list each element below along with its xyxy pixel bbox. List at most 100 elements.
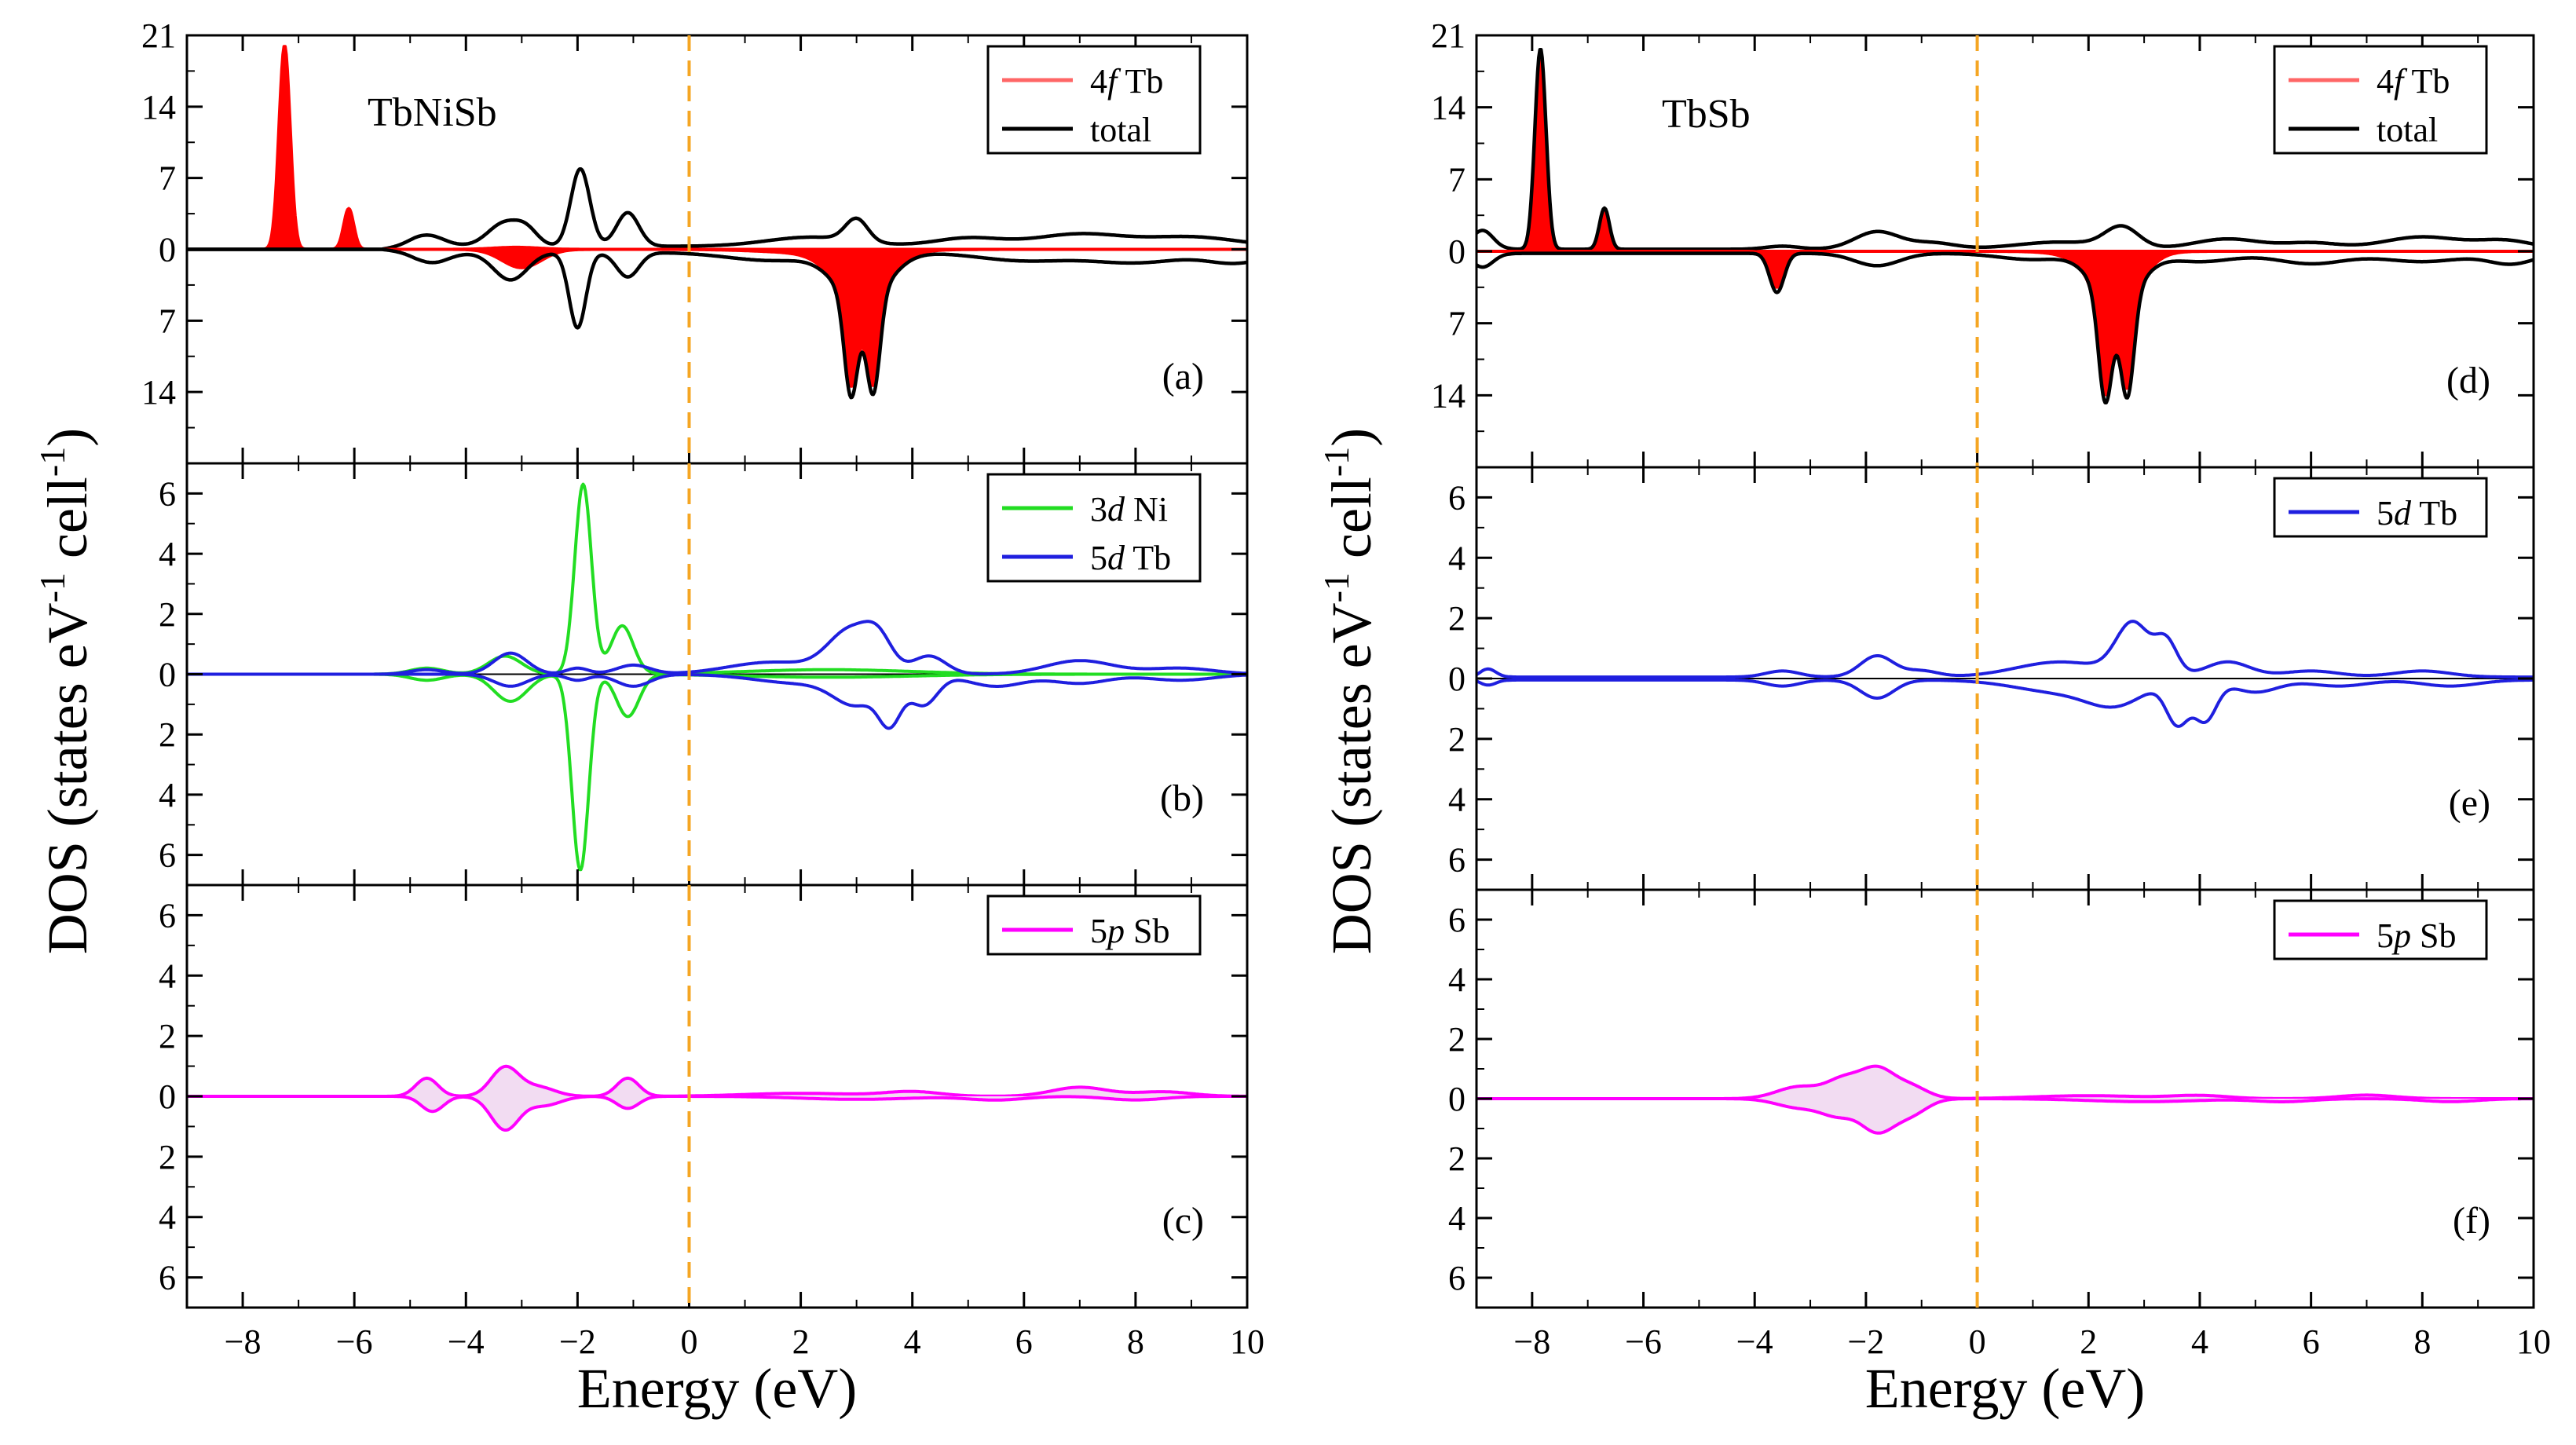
legend-label-subshell: d bbox=[1107, 539, 1125, 577]
ytick-label: 14 bbox=[1431, 376, 1465, 415]
legend-box bbox=[986, 894, 1202, 956]
ytick-label: 21 bbox=[141, 16, 176, 55]
ytick-label: 2 bbox=[159, 595, 176, 634]
panel-label: (d) bbox=[2446, 360, 2490, 401]
ytick-label: 4 bbox=[159, 535, 176, 573]
ytick-label: 6 bbox=[1448, 478, 1465, 517]
ytick-label: 4 bbox=[159, 957, 176, 995]
legend-label-subshell: p bbox=[2391, 916, 2411, 955]
ytick-label: 6 bbox=[159, 836, 176, 875]
series-fill-4f-tb-up bbox=[187, 46, 1247, 250]
ytick-label: 14 bbox=[141, 373, 176, 412]
ylabel-right-mid: cell bbox=[1320, 477, 1383, 573]
legend-label-atom: Tb bbox=[1117, 62, 1163, 101]
series-line-4f-tb-down bbox=[1476, 250, 2534, 397]
ylabel-left-sup2: -1 bbox=[32, 447, 72, 477]
series-line-5d-tb-down bbox=[186, 672, 1248, 730]
xtick-label: 2 bbox=[2080, 1322, 2097, 1361]
ytick-label: 6 bbox=[159, 896, 176, 935]
xlabel-right: Energy (eV) bbox=[1865, 1357, 2146, 1420]
panel-b: 6 4 2 0 2 4 6 (b) 3d Ni 5d Tb bbox=[159, 462, 1249, 887]
legend-label: 5p Sb bbox=[2377, 916, 2456, 955]
ytick-label: 7 bbox=[159, 159, 176, 198]
ytick-label: 2 bbox=[159, 1138, 176, 1176]
legend-label-atom: Sb bbox=[1125, 912, 1169, 950]
xtick-label: −6 bbox=[336, 1322, 373, 1361]
legend-box bbox=[986, 45, 1202, 155]
legend-label-orbital: total bbox=[1090, 111, 1151, 149]
panel-d: 21 14 7 0 7 14 (d) 4f Tb total bbox=[1431, 16, 2535, 469]
ytick-label: 0 bbox=[159, 656, 176, 694]
legend-label-orbital: 4 bbox=[2377, 62, 2394, 101]
ytick-label: 6 bbox=[1448, 901, 1465, 939]
ylabel-left: DOS (states eV-1 cell-1) bbox=[32, 428, 99, 955]
legend-label: 4f Tb bbox=[2377, 62, 2450, 101]
legend-label: 5d Tb bbox=[2377, 494, 2457, 532]
series-line-5p-sb-down bbox=[1476, 1097, 2534, 1135]
xtick-label: 8 bbox=[2413, 1322, 2431, 1361]
legend-label-atom: Tb bbox=[2411, 494, 2457, 532]
xtick-label: −2 bbox=[559, 1322, 596, 1361]
legend-label-subshell: p bbox=[1105, 912, 1125, 950]
xtick-label: −4 bbox=[448, 1322, 485, 1361]
legend-label-subshell: d bbox=[2394, 494, 2412, 532]
legend-label: 3d Ni bbox=[1090, 490, 1168, 529]
ylabel-right-main: DOS (states eV bbox=[1320, 602, 1383, 954]
ylabel-right: DOS (states eV-1 cell-1) bbox=[1316, 428, 1383, 955]
panel-label: (e) bbox=[2449, 782, 2490, 824]
legend-box bbox=[2273, 899, 2488, 960]
legend-label-atom: Tb bbox=[2403, 62, 2450, 101]
xtick-label: 10 bbox=[2516, 1322, 2551, 1361]
legend-label: 5p Sb bbox=[1090, 912, 1169, 950]
ytick-label: 4 bbox=[1448, 539, 1465, 577]
ytick-label: 4 bbox=[159, 776, 176, 814]
panel-label: (b) bbox=[1160, 777, 1204, 819]
ytick-label: 4 bbox=[1448, 1199, 1465, 1238]
plot-root: 21 14 7 0 7 14 (a) 4f Tb total 6 4 2 0 2 4 6 (b) 3d Ni 5d … bbox=[141, 16, 2551, 1361]
legend-label: 5d Tb bbox=[1090, 539, 1171, 577]
series-line-5d-tb-down bbox=[1476, 678, 2534, 728]
ylabel-left-main: DOS (states eV bbox=[36, 602, 99, 954]
legend-label-atom: Sb bbox=[2411, 916, 2456, 955]
ylabel-right-sup2: -1 bbox=[1316, 447, 1356, 477]
legend-label-orbital: 5 bbox=[2377, 494, 2394, 532]
series-line-total-down bbox=[186, 247, 1248, 400]
ytick-label: 0 bbox=[1448, 232, 1465, 271]
ytick-label: 2 bbox=[159, 715, 176, 754]
legend-label: total bbox=[1090, 111, 1151, 149]
xtick-label: 6 bbox=[2303, 1322, 2320, 1361]
panel-f: 6 4 2 0 2 4 6 (f) 5p Sb −8 −6 −4 −2 0 2 4 6 8 10 bbox=[1448, 888, 2551, 1361]
xtick-label: 2 bbox=[792, 1322, 810, 1361]
panel-a: 21 14 7 0 7 14 (a) 4f Tb total bbox=[141, 16, 1249, 465]
ytick-label: 2 bbox=[159, 1017, 176, 1055]
ytick-label: 2 bbox=[1448, 1140, 1465, 1178]
series-line-5d-tb-up bbox=[1475, 620, 2534, 679]
series-line-total-down bbox=[1475, 251, 2534, 405]
xtick-label: 0 bbox=[1969, 1322, 1986, 1361]
ylabel-right-end: ) bbox=[1320, 428, 1383, 447]
legend-label-orbital: total bbox=[2377, 111, 2438, 149]
ylabel-left-mid: cell bbox=[36, 477, 99, 573]
xtick-label: −6 bbox=[1625, 1322, 1662, 1361]
legend-label: total bbox=[2377, 111, 2438, 149]
panel-c: 6 4 2 0 2 4 6 (c) 5p Sb −8 −6 −4 −2 0 2 4 6 8 10 bbox=[159, 883, 1264, 1361]
ytick-label: 0 bbox=[159, 1077, 176, 1116]
ytick-label: 6 bbox=[1448, 841, 1465, 880]
ytick-label: 7 bbox=[159, 302, 176, 340]
title-tbsb: TbSb bbox=[1662, 92, 1751, 137]
series-line-total-up bbox=[1475, 48, 2534, 251]
xtick-label: 0 bbox=[680, 1322, 697, 1361]
xlabel-left: Energy (eV) bbox=[577, 1357, 858, 1420]
xtick-label: 4 bbox=[2191, 1322, 2208, 1361]
xtick-label: 10 bbox=[1230, 1322, 1264, 1361]
ylabel-right-sup: -1 bbox=[1316, 573, 1356, 602]
xtick-label: 8 bbox=[1127, 1322, 1144, 1361]
ytick-label: 4 bbox=[1448, 781, 1465, 819]
legend-label-orbital: 5 bbox=[2377, 916, 2394, 955]
legend-box bbox=[986, 473, 1202, 583]
panel-label: (a) bbox=[1162, 356, 1204, 397]
panel-label: (f) bbox=[2453, 1200, 2490, 1242]
ytick-label: 6 bbox=[159, 1259, 176, 1297]
ytick-label: 7 bbox=[1448, 160, 1465, 199]
